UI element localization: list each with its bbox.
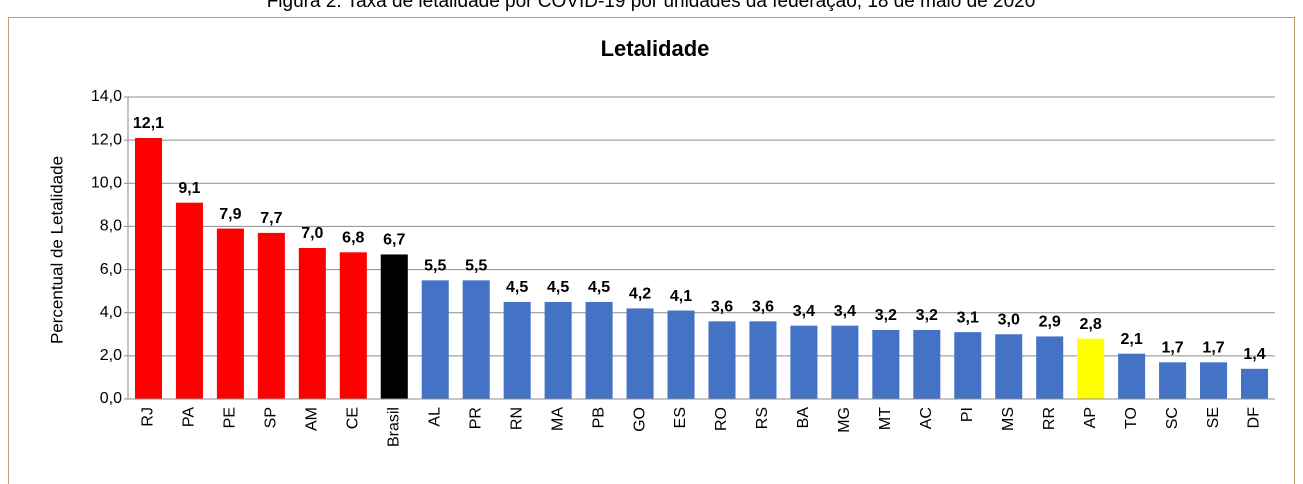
x-tick-label: RO [713, 407, 730, 431]
data-label: 7,7 [260, 210, 282, 227]
bar [995, 334, 1023, 399]
x-tick-label: SC [1164, 407, 1181, 429]
y-tick-label: 8,0 [100, 218, 122, 235]
y-tick-label: 12,0 [91, 131, 122, 148]
x-tick-label: AL [426, 407, 443, 427]
x-tick-label: GO [631, 407, 648, 432]
chart-title: Letalidade [601, 36, 710, 61]
y-tick-label: 6,0 [100, 261, 122, 278]
x-tick-label: AP [1082, 407, 1099, 428]
data-label: 4,2 [629, 286, 651, 303]
data-label: 7,9 [219, 206, 241, 223]
bar [831, 325, 859, 399]
x-tick-label: SE [1205, 407, 1222, 428]
data-label: 1,4 [1243, 346, 1265, 363]
data-label: 4,5 [547, 279, 569, 296]
x-tick-label: RR [1041, 407, 1058, 430]
x-tick-label: MT [877, 407, 894, 430]
data-label: 3,6 [711, 299, 733, 316]
bar [954, 332, 982, 399]
data-label: 3,4 [834, 303, 856, 320]
bar [1077, 338, 1105, 399]
y-tick-label: 0,0 [100, 390, 122, 407]
bar [913, 329, 941, 399]
bar [749, 321, 777, 399]
x-tick-label: DF [1246, 407, 1263, 429]
bar [503, 301, 531, 399]
bar [462, 280, 490, 399]
bar [1200, 362, 1228, 399]
x-tick-label: ES [672, 407, 689, 428]
data-label: 4,5 [506, 279, 528, 296]
x-tick-label: AC [918, 407, 935, 429]
figure-caption: Figura 2. Taxa de letalidade por COVID-1… [267, 0, 1036, 12]
x-tick-label: TO [1123, 407, 1140, 429]
bar [626, 308, 654, 399]
bar [544, 301, 572, 399]
y-tick-label: 2,0 [100, 347, 122, 364]
x-tick-label: RN [508, 407, 525, 430]
x-tick-label: PR [467, 407, 484, 429]
data-label: 1,7 [1202, 340, 1224, 357]
data-label: 3,1 [957, 309, 979, 326]
data-label: 3,0 [998, 312, 1020, 329]
y-tick-label: 10,0 [91, 175, 122, 192]
y-tick-label: 14,0 [91, 88, 122, 105]
bar [708, 321, 736, 399]
bar [421, 280, 449, 399]
data-label: 1,7 [1161, 340, 1183, 357]
bar [339, 252, 367, 399]
data-label: 7,0 [301, 225, 323, 242]
data-label: 2,8 [1080, 316, 1102, 333]
data-label: 12,1 [133, 115, 164, 132]
x-tick-label: RJ [140, 407, 157, 427]
data-label: 4,5 [588, 279, 610, 296]
bar [667, 310, 695, 399]
x-tick-label: CE [345, 407, 362, 429]
bar [1036, 336, 1064, 399]
bar [257, 232, 285, 399]
data-label: 2,1 [1121, 331, 1143, 348]
data-label: 6,7 [383, 232, 405, 249]
data-label: 5,5 [465, 258, 487, 275]
x-tick-label: Brasil [385, 407, 402, 447]
bar [175, 202, 203, 399]
x-tick-label: MS [1000, 407, 1017, 431]
data-label: 3,4 [793, 303, 815, 320]
bar [1118, 353, 1146, 399]
bar [1240, 368, 1269, 399]
bar [790, 325, 818, 399]
data-label: 3,6 [752, 299, 774, 316]
x-tick-label: MA [549, 407, 566, 431]
bar [298, 248, 326, 399]
bar [380, 254, 408, 399]
x-tick-label: SP [263, 407, 280, 428]
data-label: 9,1 [178, 180, 200, 197]
x-tick-label: BA [795, 407, 812, 429]
x-tick-label: PE [222, 407, 239, 428]
x-tick-label: PI [959, 407, 976, 422]
x-tick-label: PB [590, 407, 607, 428]
bar [585, 301, 613, 399]
bar [872, 329, 900, 399]
data-label: 2,9 [1039, 314, 1061, 331]
data-label: 4,1 [670, 288, 692, 305]
bar [1159, 362, 1187, 399]
bar [134, 137, 163, 399]
x-tick-label: MG [836, 407, 853, 433]
y-tick-label: 4,0 [100, 304, 122, 321]
data-label: 5,5 [424, 258, 446, 275]
x-tick-label: RS [754, 407, 771, 429]
y-axis-label: Percentual de Letalidade [47, 156, 66, 344]
x-tick-label: AM [304, 407, 321, 431]
data-label: 3,2 [875, 307, 897, 324]
data-label: 6,8 [342, 230, 364, 247]
x-tick-label: PA [181, 407, 198, 427]
bar [216, 228, 244, 399]
data-label: 3,2 [916, 307, 938, 324]
